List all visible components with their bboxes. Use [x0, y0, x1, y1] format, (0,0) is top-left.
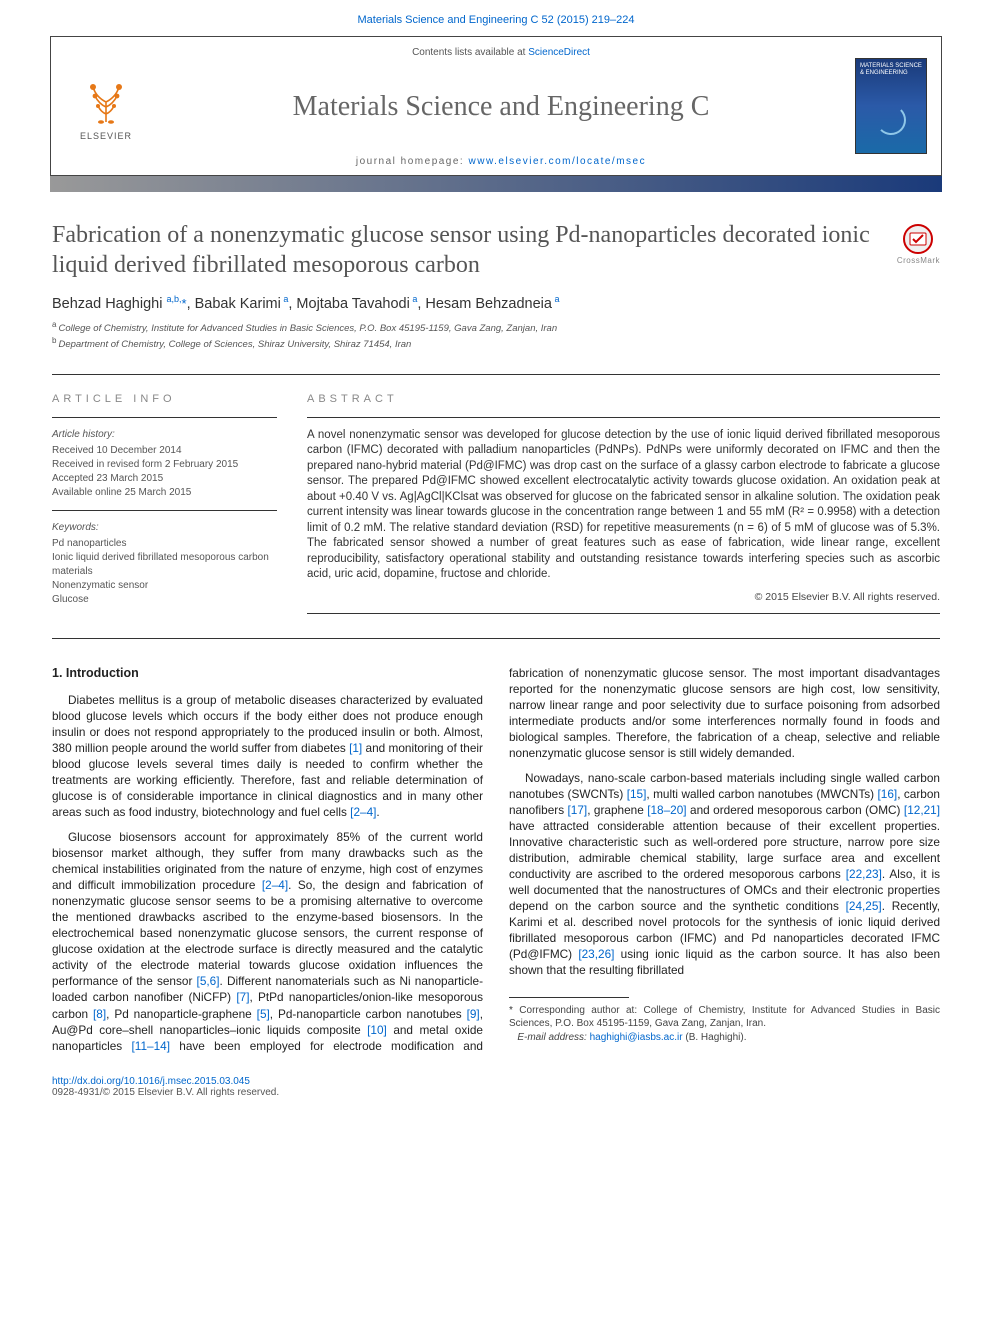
corresponding-author-footnote: * Corresponding author at: College of Ch… — [509, 1004, 940, 1045]
footnote-star-icon: * — [509, 1005, 519, 1016]
doi-link[interactable]: http://dx.doi.org/10.1016/j.msec.2015.03… — [52, 1076, 250, 1087]
cover-swirl-icon — [876, 105, 906, 135]
header-gradient-bar — [50, 176, 942, 192]
affiliation-a: aCollege of Chemistry, Institute for Adv… — [52, 320, 940, 336]
journal-cover-thumbnail: MATERIALS SCIENCE & ENGINEERING — [855, 58, 927, 154]
corresponding-email-link[interactable]: haghighi@iasbs.ac.ir — [590, 1032, 683, 1043]
body-paragraph: Nowadays, nano-scale carbon-based materi… — [509, 770, 940, 978]
footnote-separator — [509, 997, 629, 998]
info-rule-mid — [52, 510, 277, 511]
abstract-rule-top — [307, 417, 940, 418]
body-two-columns: 1. Introduction Diabetes mellitus is a g… — [52, 665, 940, 1054]
issn-copyright-line: 0928-4931/© 2015 Elsevier B.V. All right… — [52, 1087, 279, 1098]
keywords-block: Keywords: Pd nanoparticles Ionic liquid … — [52, 521, 277, 607]
keyword: Glucose — [52, 593, 277, 607]
author-list: Behzad Haghighi a,b,*, Babak Karimi a, M… — [52, 294, 940, 312]
journal-homepage-line: journal homepage: www.elsevier.com/locat… — [356, 156, 646, 167]
history-revised: Received in revised form 2 February 2015 — [52, 458, 277, 472]
history-online: Available online 25 March 2015 — [52, 486, 277, 500]
sciencedirect-link[interactable]: ScienceDirect — [528, 47, 590, 58]
crossmark-label: CrossMark — [897, 256, 940, 265]
header-center: Contents lists available at ScienceDirec… — [161, 37, 841, 175]
top-citation-link[interactable]: Materials Science and Engineering C 52 (… — [357, 14, 634, 26]
keyword: Pd nanoparticles — [52, 537, 277, 551]
email-suffix: (B. Haghighi). — [685, 1032, 746, 1043]
abstract-copyright: © 2015 Elsevier B.V. All rights reserved… — [307, 591, 940, 603]
elsevier-wordmark: ELSEVIER — [80, 131, 132, 141]
keyword: Nonenzymatic sensor — [52, 579, 277, 593]
email-label: E-mail address: — [517, 1032, 586, 1043]
abstract-heading: abstract — [307, 393, 940, 405]
info-abstract-row: article info Article history: Received 1… — [52, 374, 940, 624]
top-citation-bar: Materials Science and Engineering C 52 (… — [0, 0, 992, 36]
elsevier-tree-icon — [81, 72, 131, 127]
contents-prefix: Contents lists available at — [412, 47, 528, 58]
journal-header-box: ELSEVIER Contents lists available at Sci… — [50, 36, 942, 176]
journal-cover-cell: MATERIALS SCIENCE & ENGINEERING — [841, 37, 941, 175]
publisher-logo-cell: ELSEVIER — [51, 37, 161, 175]
article-info-column: article info Article history: Received 1… — [52, 375, 277, 624]
body-paragraph: Diabetes mellitus is a group of metaboli… — [52, 692, 483, 820]
footer-bar: http://dx.doi.org/10.1016/j.msec.2015.03… — [0, 1070, 992, 1126]
abstract-column: abstract A novel nonenzymatic sensor was… — [307, 375, 940, 624]
article-info-heading: article info — [52, 393, 277, 405]
title-row: Fabrication of a nonenzymatic glucose se… — [52, 220, 940, 280]
keywords-label: Keywords: — [52, 521, 277, 535]
elsevier-logo: ELSEVIER — [80, 72, 132, 141]
crossmark-badge[interactable]: CrossMark — [897, 224, 940, 265]
crossmark-circle-icon — [903, 224, 933, 254]
abstract-rule-bottom — [307, 613, 940, 614]
info-rule-top — [52, 417, 277, 418]
article-title: Fabrication of a nonenzymatic glucose se… — [52, 220, 877, 280]
affiliations: aCollege of Chemistry, Institute for Adv… — [52, 320, 940, 352]
affiliation-b: bDepartment of Chemistry, College of Sci… — [52, 336, 940, 352]
keyword: Ionic liquid derived fibrillated mesopor… — [52, 551, 277, 579]
journal-homepage-link[interactable]: www.elsevier.com/locate/msec — [469, 156, 647, 167]
journal-name: Materials Science and Engineering C — [293, 91, 710, 123]
homepage-prefix: journal homepage: — [356, 156, 469, 167]
article-history-block: Article history: Received 10 December 20… — [52, 428, 277, 500]
abstract-text: A novel nonenzymatic sensor was develope… — [307, 428, 940, 583]
history-label: Article history: — [52, 428, 277, 442]
history-accepted: Accepted 23 March 2015 — [52, 472, 277, 486]
history-received: Received 10 December 2014 — [52, 444, 277, 458]
full-width-divider — [52, 638, 940, 639]
section-1-heading: 1. Introduction — [52, 665, 483, 682]
contents-available-line: Contents lists available at ScienceDirec… — [412, 47, 590, 58]
corresponding-author-text: Corresponding author at: College of Chem… — [509, 1005, 940, 1030]
cover-title-text: MATERIALS SCIENCE & ENGINEERING — [860, 63, 922, 76]
